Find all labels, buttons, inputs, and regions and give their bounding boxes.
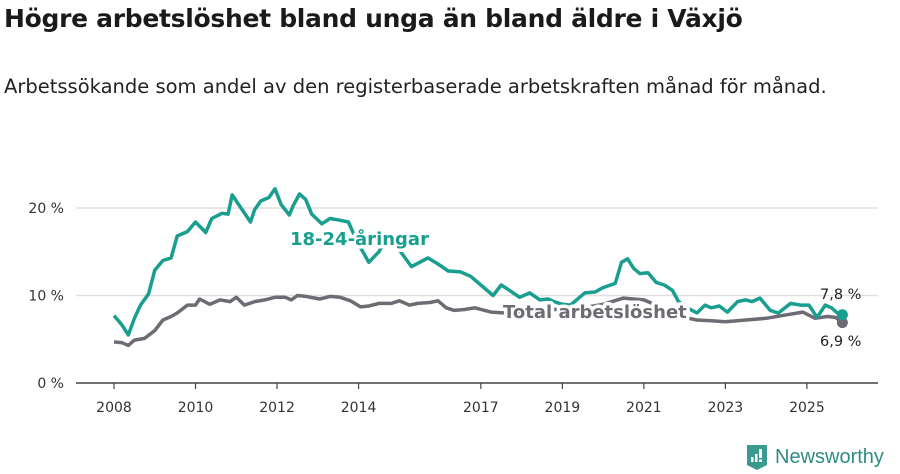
y-tick-label: 10 % (28, 289, 64, 305)
end-label-total: 6,9 % (820, 334, 861, 350)
newsworthy-logo: Newsworthy (745, 443, 884, 471)
brand-name: Newsworthy (775, 445, 884, 468)
x-tick-label: 2021 (626, 400, 662, 416)
youth-series-line (112, 187, 843, 337)
x-tick-label: 2014 (341, 400, 377, 416)
total-end-point (836, 317, 848, 329)
youth-end-point (836, 309, 848, 321)
y-tick-label: 0 % (37, 376, 64, 392)
chart-subtitle: Arbetssökande som andel av den registerb… (4, 75, 827, 98)
total-series-line (113, 293, 844, 348)
x-tick-label: 2008 (96, 400, 132, 416)
x-tick-label: 2025 (789, 400, 825, 416)
x-tick-label: 2017 (463, 400, 499, 416)
chart-title: Högre arbetslöshet bland unga än bland ä… (4, 4, 743, 33)
x-tick-label: 2010 (178, 400, 214, 416)
x-tick-label: 2019 (545, 400, 581, 416)
series-label-total: Total arbetslöshet (503, 302, 687, 323)
end-label-youth: 7,8 % (820, 287, 861, 303)
x-tick-label: 2012 (259, 400, 295, 416)
x-tick-label: 2023 (708, 400, 744, 416)
y-tick-label: 20 % (28, 201, 64, 217)
newsworthy-logo-icon (747, 445, 767, 470)
series-label-youth: 18-24-åringar (290, 228, 429, 250)
